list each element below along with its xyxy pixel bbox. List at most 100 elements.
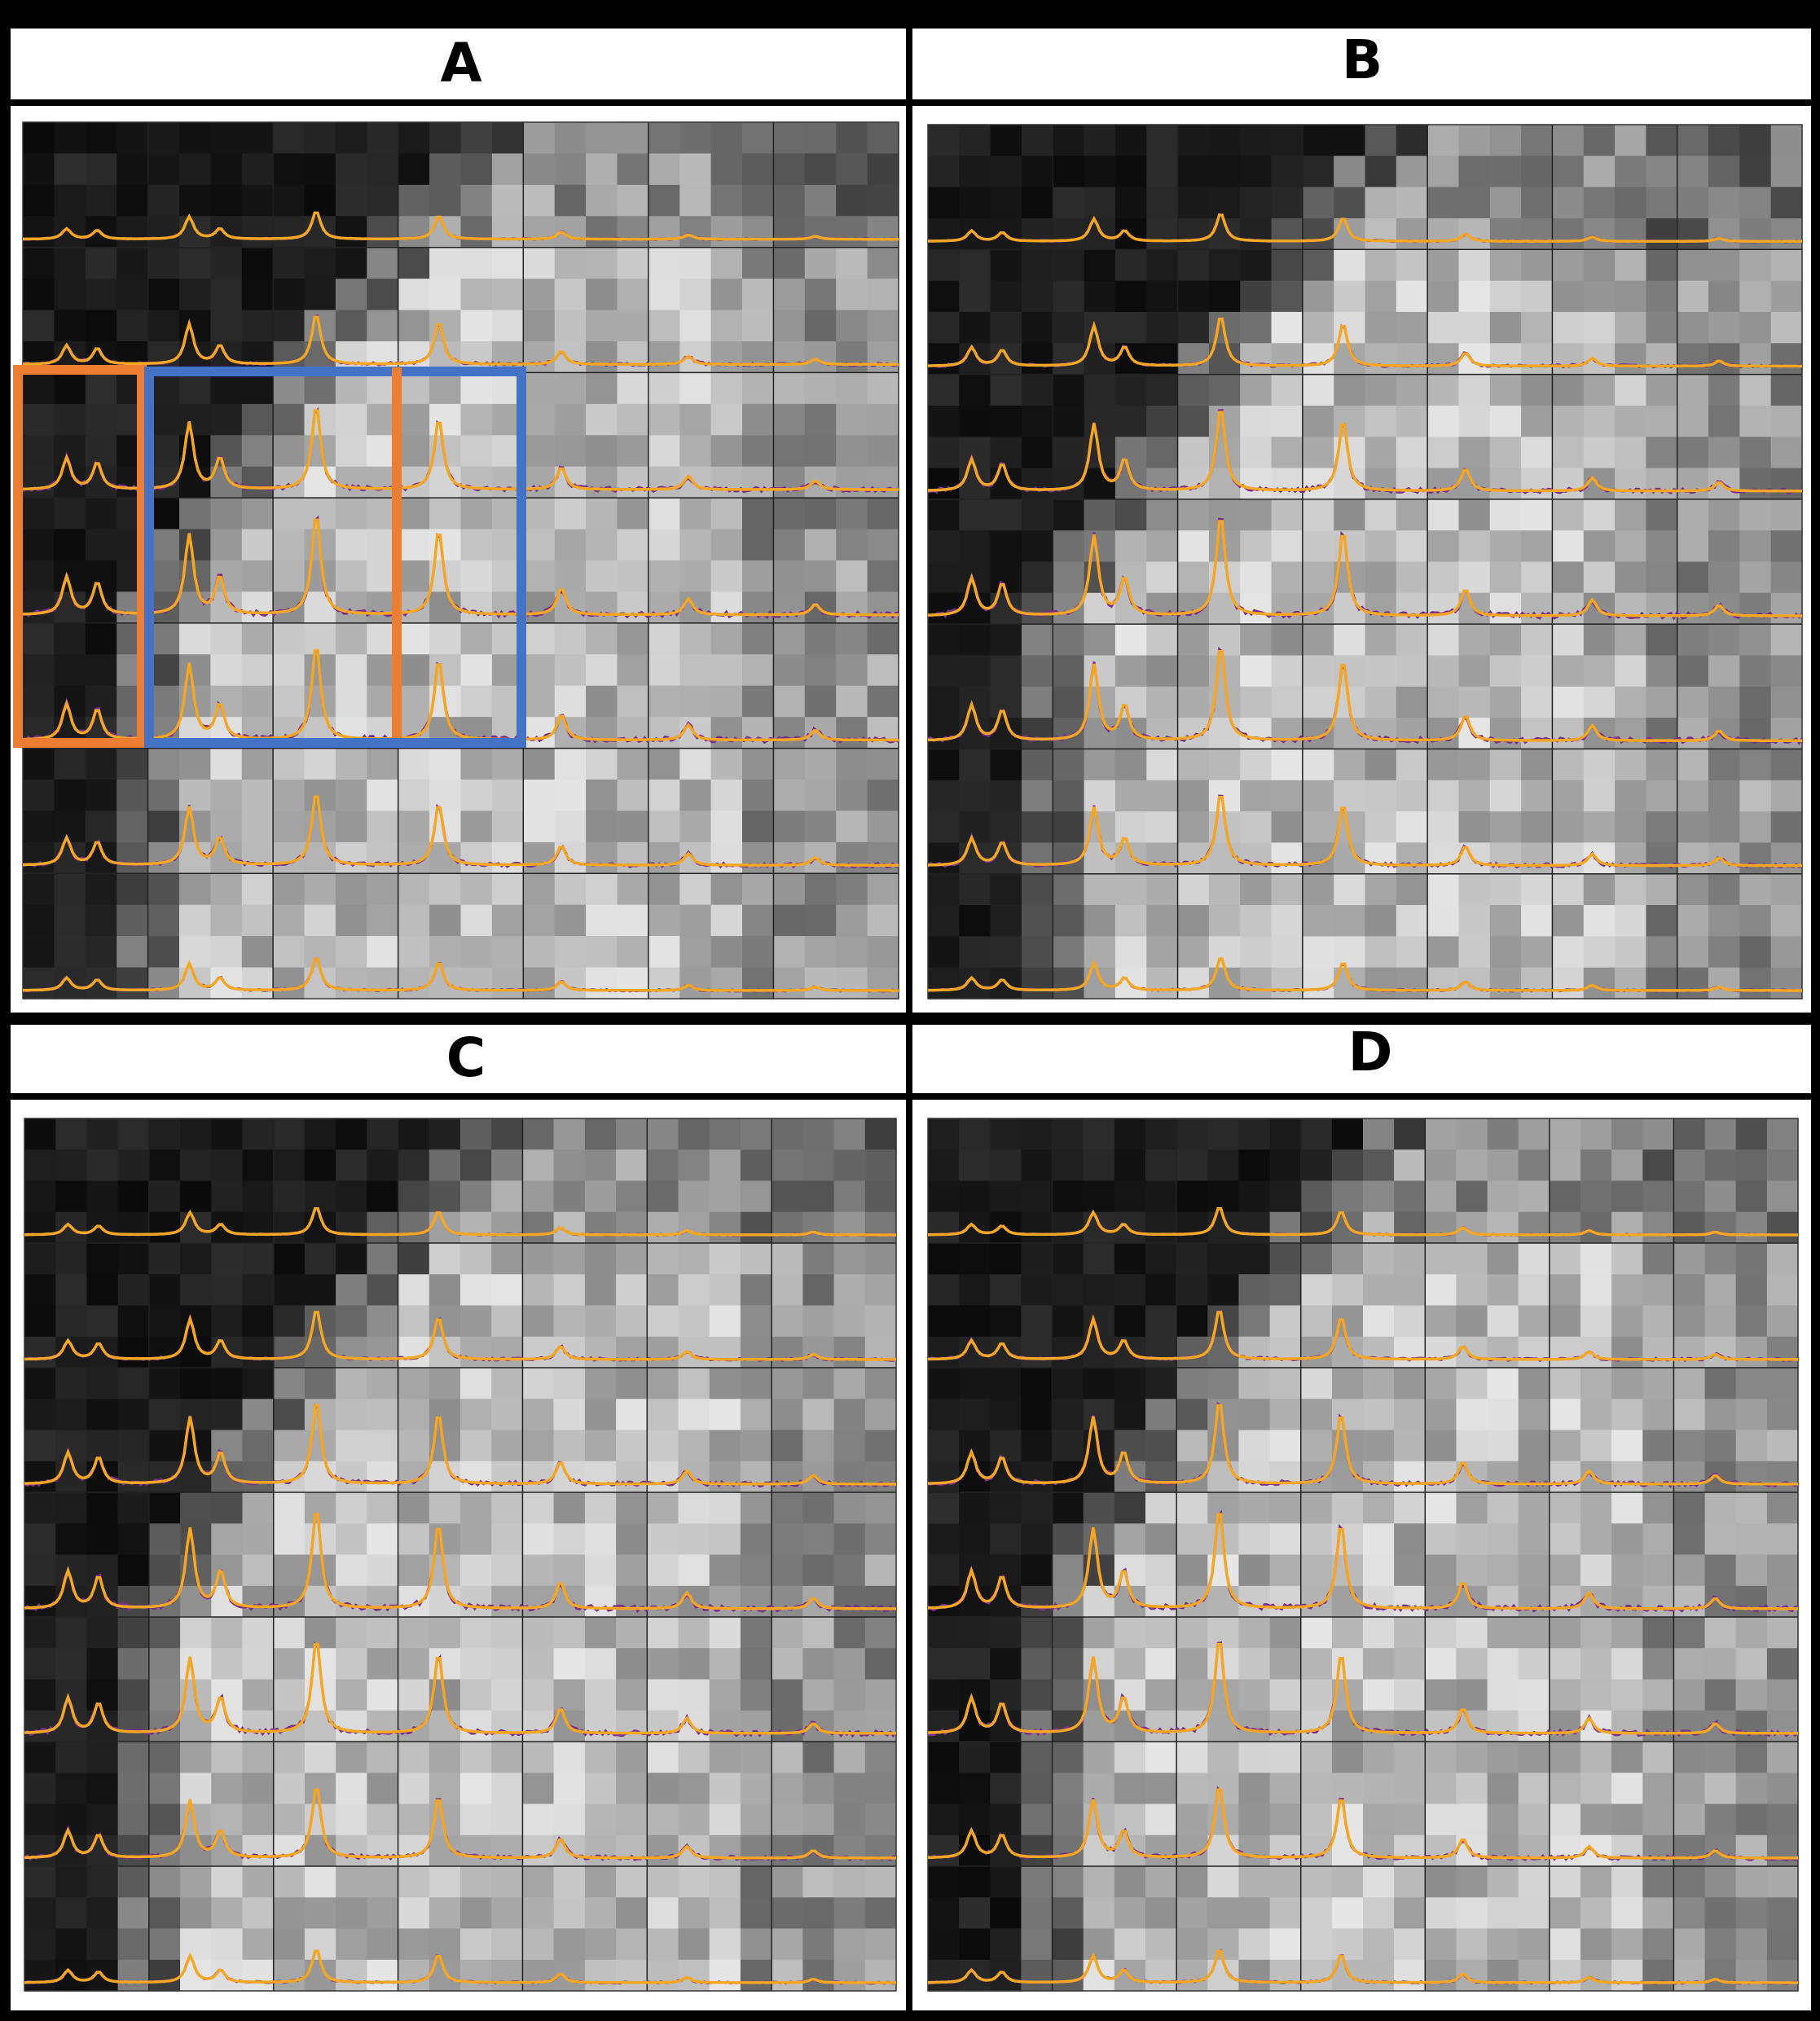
voxel xyxy=(1642,1149,1674,1182)
voxel xyxy=(85,279,117,311)
voxel xyxy=(1642,1742,1674,1773)
voxel xyxy=(1766,1274,1799,1307)
voxel xyxy=(273,1149,306,1182)
voxel xyxy=(1084,780,1116,812)
voxel xyxy=(1240,686,1273,718)
voxel xyxy=(617,904,649,937)
voxel xyxy=(398,153,430,186)
voxel xyxy=(773,247,806,279)
voxel xyxy=(804,435,837,468)
voxel xyxy=(1615,718,1646,749)
voxel xyxy=(584,1305,617,1338)
voxel xyxy=(1021,1834,1053,1867)
voxel xyxy=(460,1742,492,1773)
voxel xyxy=(242,1897,275,1930)
voxel xyxy=(740,1617,772,1649)
image-border xyxy=(927,1118,1799,1992)
voxel xyxy=(1552,218,1585,250)
voxel xyxy=(1363,1180,1395,1213)
voxel xyxy=(273,1742,306,1773)
voxel xyxy=(928,1368,960,1399)
voxel xyxy=(773,841,806,874)
voxel xyxy=(586,310,618,342)
voxel xyxy=(709,1305,741,1338)
voxel xyxy=(1083,1243,1115,1275)
voxel xyxy=(833,1305,866,1338)
voxel xyxy=(210,811,243,843)
voxel xyxy=(1365,936,1397,969)
voxel xyxy=(1583,156,1616,188)
voxel xyxy=(616,1897,648,1930)
voxel xyxy=(1177,718,1210,749)
voxel xyxy=(273,1336,306,1369)
voxel xyxy=(460,372,493,405)
voxel xyxy=(1677,374,1709,406)
voxel xyxy=(1177,530,1210,563)
voxel xyxy=(1269,1928,1302,1961)
voxel xyxy=(773,466,806,499)
voxel xyxy=(867,310,899,342)
voxel xyxy=(1518,1523,1550,1556)
voxel xyxy=(1084,873,1116,906)
voxel xyxy=(1145,1118,1177,1150)
voxel xyxy=(491,1523,523,1556)
voxel xyxy=(990,624,1022,656)
voxel xyxy=(617,498,649,530)
voxel xyxy=(304,1710,336,1742)
voxel xyxy=(460,1336,492,1369)
voxel xyxy=(1518,1928,1550,1961)
voxel xyxy=(1580,1274,1612,1307)
voxel xyxy=(460,654,493,687)
voxel xyxy=(1177,499,1210,531)
voxel xyxy=(1456,1773,1488,1805)
voxel xyxy=(367,1243,399,1275)
voxel xyxy=(678,1804,710,1836)
voxel xyxy=(1739,624,1772,656)
voxel xyxy=(1240,437,1273,469)
voxel xyxy=(398,466,430,499)
voxel xyxy=(1489,374,1522,406)
voxel xyxy=(1396,437,1428,469)
voxel xyxy=(586,654,618,687)
voxel xyxy=(1642,1648,1674,1681)
voxel xyxy=(648,403,680,436)
voxel xyxy=(833,1804,866,1836)
voxel xyxy=(1646,686,1678,718)
voxel xyxy=(304,904,336,937)
voxel xyxy=(1114,1897,1146,1930)
voxel xyxy=(617,811,649,843)
voxel xyxy=(617,153,649,186)
voxel xyxy=(928,1834,960,1867)
voxel xyxy=(648,748,680,780)
voxel xyxy=(1208,125,1241,156)
voxel xyxy=(335,279,367,311)
voxel xyxy=(460,1243,492,1275)
voxel xyxy=(586,341,618,373)
voxel xyxy=(1177,592,1210,625)
voxel xyxy=(304,372,336,405)
voxel xyxy=(773,498,806,530)
voxel xyxy=(460,841,493,874)
voxel xyxy=(1145,1710,1177,1742)
voxel xyxy=(833,1679,866,1711)
voxel xyxy=(990,1243,1022,1275)
voxel xyxy=(460,1149,492,1182)
voxel xyxy=(180,1180,212,1213)
voxel xyxy=(86,1679,119,1711)
voxel xyxy=(1114,1928,1146,1961)
voxel xyxy=(147,216,180,248)
voxel xyxy=(1396,624,1428,656)
voxel xyxy=(273,1773,306,1805)
voxel xyxy=(616,1742,648,1773)
voxel xyxy=(709,1274,741,1307)
voxel xyxy=(23,967,55,1000)
voxel xyxy=(679,904,712,937)
voxel xyxy=(523,622,556,655)
voxel xyxy=(522,1399,555,1431)
voxel xyxy=(85,780,117,811)
voxel xyxy=(647,1959,679,1992)
voxel xyxy=(1642,1804,1674,1836)
voxel xyxy=(23,560,55,592)
voxel xyxy=(1177,218,1210,250)
voxel xyxy=(1176,1118,1208,1150)
